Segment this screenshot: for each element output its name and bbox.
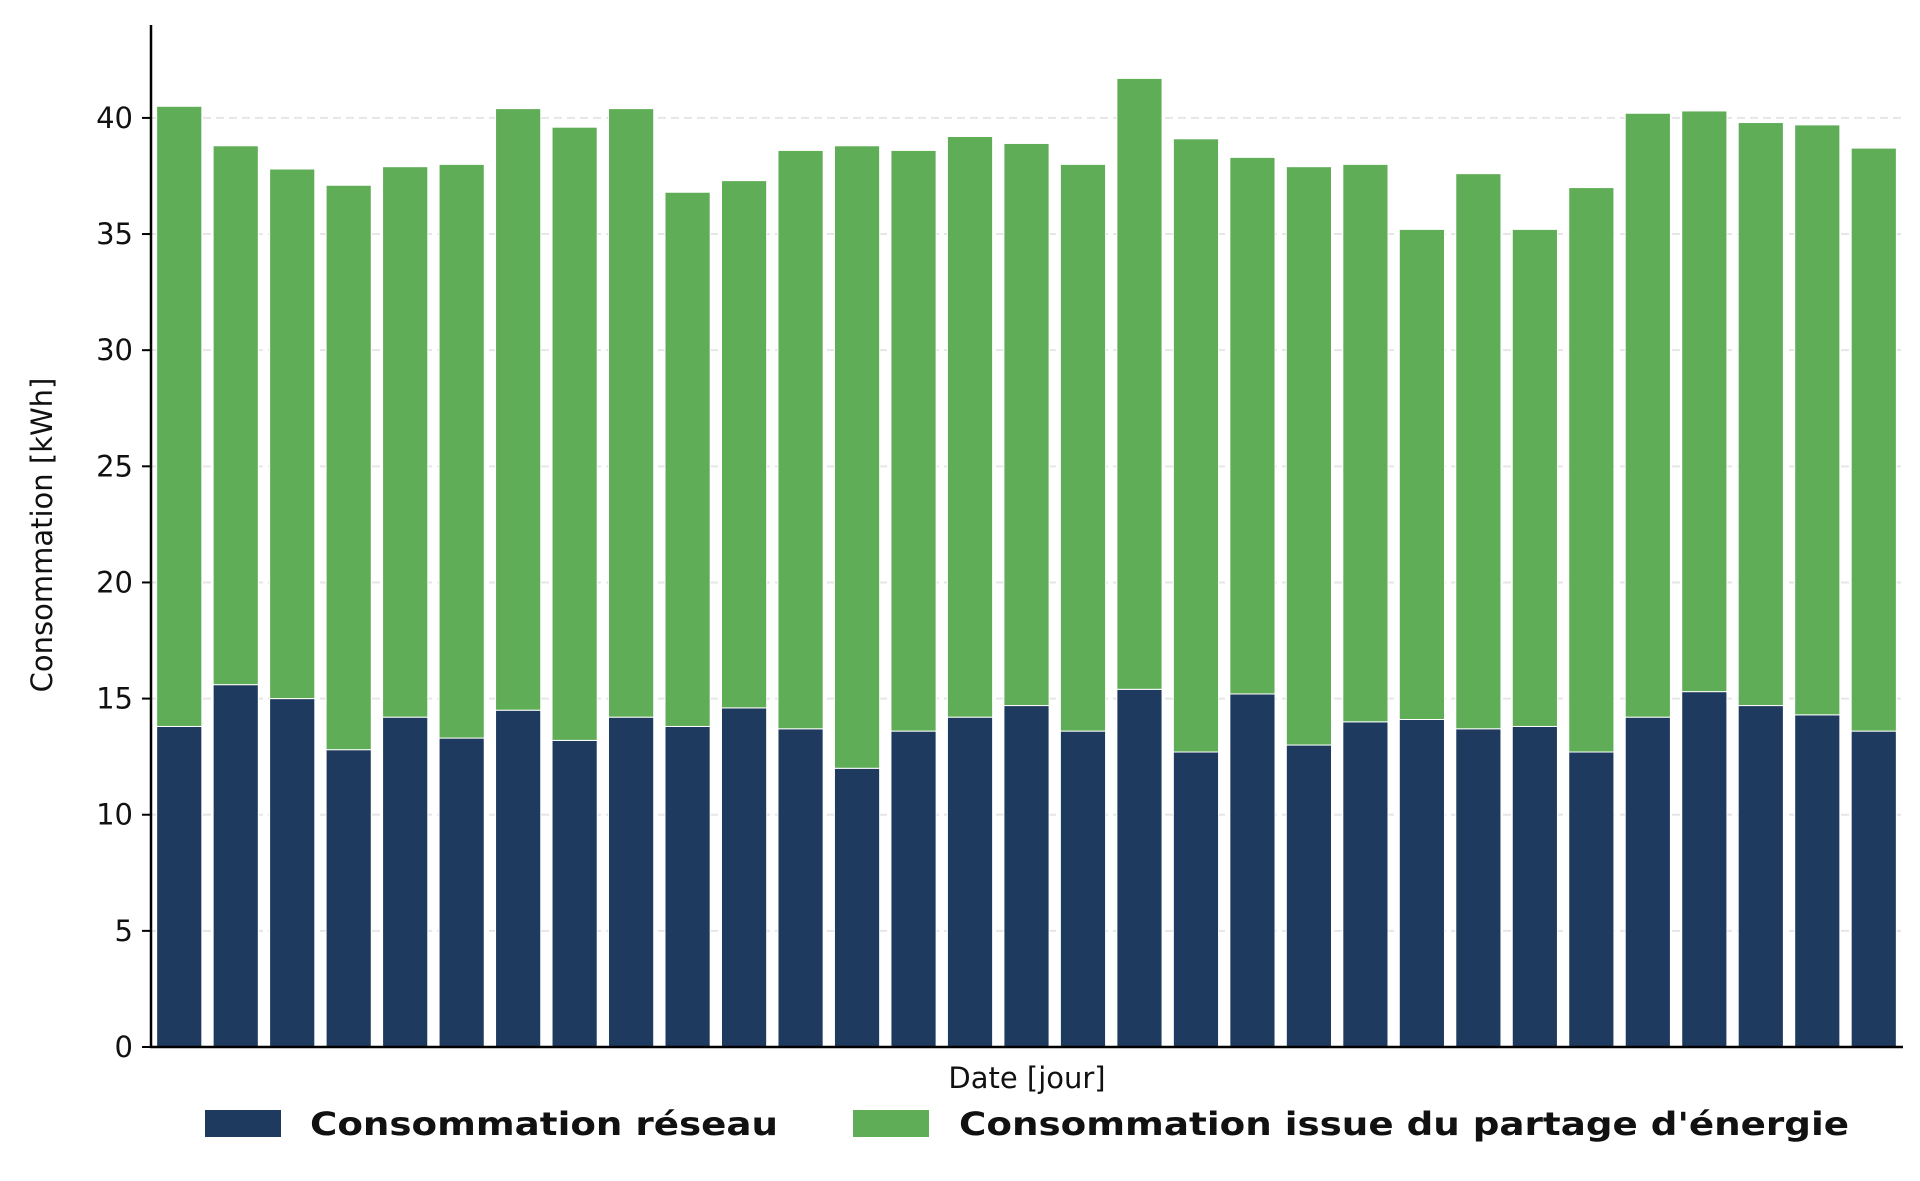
bar-partage-24 <box>1455 173 1502 730</box>
y-tick-label: 5 <box>115 914 133 948</box>
bar-partage-14 <box>890 149 937 732</box>
y-axis-label: Consommation [kWh] <box>25 378 59 693</box>
bar-partage-20 <box>1229 156 1276 695</box>
bar-reseau-5 <box>382 716 429 1048</box>
bar-reseau-29 <box>1737 705 1784 1048</box>
bar-reseau-12 <box>777 728 824 1048</box>
y-axis-ticks: 0 5 10 15 20 25 30 35 40 <box>96 101 151 1064</box>
bar-partage-29 <box>1737 122 1784 707</box>
y-tick-label: 0 <box>115 1030 133 1064</box>
bar-reseau-8 <box>551 739 598 1048</box>
bar-reseau-18 <box>1116 688 1163 1048</box>
bar-reseau-26 <box>1568 751 1615 1048</box>
bar-reseau-28 <box>1681 691 1728 1048</box>
bar-reseau-13 <box>833 767 881 1048</box>
bar-partage-16 <box>1003 142 1050 707</box>
bar-reseau-21 <box>1285 744 1333 1048</box>
bar-partage-31 <box>1850 147 1897 732</box>
bar-reseau-11 <box>720 707 768 1048</box>
legend-swatch-reseau <box>205 1110 281 1137</box>
bar-reseau-22 <box>1342 721 1389 1048</box>
y-tick-label: 25 <box>96 449 133 483</box>
y-tick-label: 15 <box>96 682 133 716</box>
y-tick-label: 20 <box>96 565 133 599</box>
bar-reseau-10 <box>664 725 711 1048</box>
bar-partage-9 <box>608 108 655 718</box>
bar-reseau-19 <box>1172 751 1220 1048</box>
bars <box>156 77 1897 1048</box>
bar-partage-22 <box>1342 163 1389 723</box>
bar-reseau-15 <box>946 716 994 1048</box>
bar-partage-18 <box>1116 77 1163 690</box>
y-tick-label: 40 <box>96 101 133 135</box>
x-axis-label: Date [jour] <box>948 1061 1105 1095</box>
bar-reseau-16 <box>1003 705 1050 1048</box>
legend-label-reseau: Consommation réseau <box>310 1105 778 1143</box>
bar-partage-7 <box>495 108 542 711</box>
bar-reseau-1 <box>156 725 203 1048</box>
bar-partage-23 <box>1398 228 1445 720</box>
bar-reseau-3 <box>269 698 316 1048</box>
bar-reseau-23 <box>1398 718 1445 1048</box>
legend-label-partage: Consommation issue du partage d'énergie <box>959 1105 1849 1143</box>
bar-reseau-2 <box>212 684 259 1048</box>
y-tick-label: 35 <box>96 217 133 251</box>
bar-partage-30 <box>1794 124 1841 716</box>
bar-reseau-24 <box>1455 728 1502 1048</box>
bar-reseau-27 <box>1624 716 1671 1048</box>
bar-partage-19 <box>1172 138 1220 753</box>
bar-reseau-17 <box>1059 730 1107 1048</box>
bar-partage-10 <box>664 191 711 727</box>
bar-partage-28 <box>1681 110 1728 693</box>
bar-partage-5 <box>382 166 429 718</box>
bar-partage-6 <box>438 163 485 739</box>
legend: Consommation réseau Consommation issue d… <box>205 1105 1849 1143</box>
bar-reseau-30 <box>1794 714 1841 1048</box>
bar-partage-15 <box>946 135 994 718</box>
bar-reseau-31 <box>1850 730 1897 1048</box>
bar-partage-17 <box>1059 163 1107 732</box>
bar-reseau-7 <box>495 709 542 1048</box>
bar-partage-8 <box>551 126 598 741</box>
bar-partage-2 <box>212 145 259 686</box>
bar-reseau-6 <box>438 737 485 1048</box>
bar-partage-27 <box>1624 112 1671 718</box>
bar-reseau-4 <box>325 749 372 1048</box>
bar-partage-26 <box>1568 187 1615 753</box>
legend-swatch-partage <box>853 1110 929 1137</box>
bar-partage-3 <box>269 168 316 700</box>
bar-partage-4 <box>325 184 372 751</box>
y-tick-label: 30 <box>96 333 133 367</box>
bar-reseau-20 <box>1229 693 1276 1048</box>
bar-reseau-14 <box>890 730 937 1048</box>
bar-reseau-25 <box>1511 725 1558 1048</box>
bar-partage-13 <box>833 145 881 769</box>
bar-partage-11 <box>720 180 768 709</box>
bar-partage-21 <box>1285 166 1333 746</box>
bar-reseau-9 <box>608 716 655 1048</box>
y-tick-label: 10 <box>96 798 133 832</box>
bar-partage-25 <box>1511 228 1558 727</box>
bar-partage-12 <box>777 149 824 730</box>
bar-partage-1 <box>156 105 203 727</box>
